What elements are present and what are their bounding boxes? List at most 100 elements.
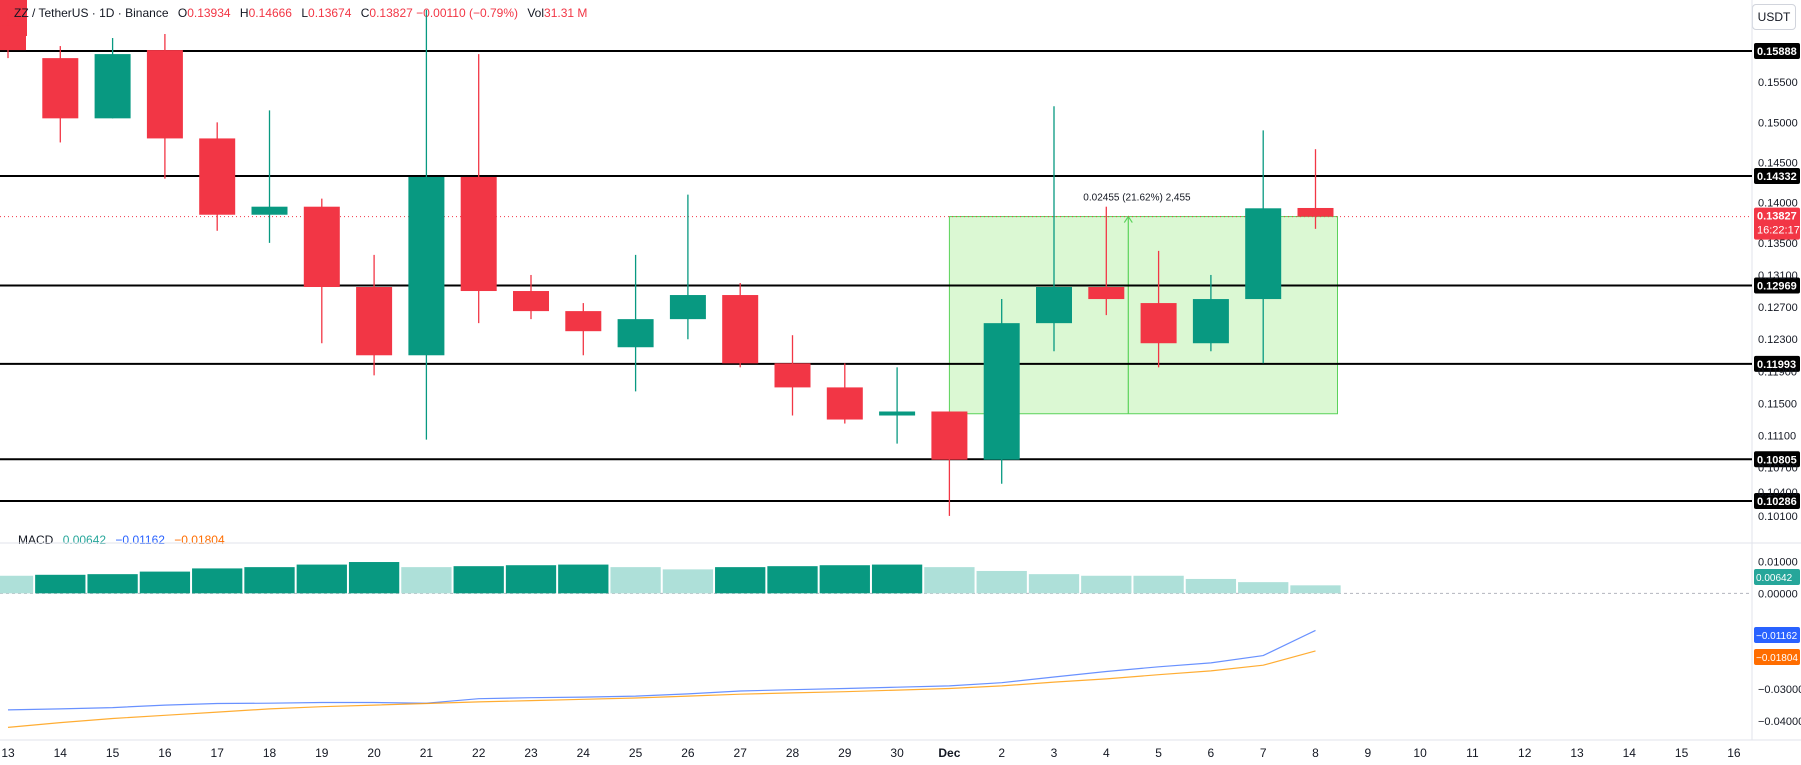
last-price-tag xyxy=(1754,207,1800,240)
candle-body xyxy=(722,295,759,364)
time-axis-label: 9 xyxy=(1364,746,1371,760)
candle-body xyxy=(826,387,863,420)
macd-histogram-bar xyxy=(1290,585,1341,594)
macd-tick-label: −0.04000 xyxy=(1758,716,1801,728)
time-axis-label: 5 xyxy=(1155,746,1162,760)
time-axis-label: 7 xyxy=(1260,746,1267,760)
time-axis-label: 25 xyxy=(629,746,643,760)
time-axis-label: 27 xyxy=(734,746,748,760)
time-axis-label: 21 xyxy=(420,746,434,760)
price-tick-label: 0.11900 xyxy=(1758,366,1797,378)
macd-histogram-bar xyxy=(976,570,1027,594)
time-axis-label: 4 xyxy=(1103,746,1110,760)
candle-body xyxy=(356,287,393,356)
macd-histogram-bar xyxy=(348,562,400,594)
macd-histogram-bar xyxy=(871,564,923,594)
candle-body xyxy=(0,25,26,51)
candle-body xyxy=(1245,208,1282,300)
time-axis-label: 26 xyxy=(681,746,695,760)
macd-signal-tag xyxy=(1754,649,1800,665)
level-tag xyxy=(1754,168,1800,185)
time-axis-label: 13 xyxy=(1570,746,1584,760)
level-tag xyxy=(1754,355,1800,372)
macd-signal-tag-label: −0.01804 xyxy=(1756,653,1798,664)
macd-histogram-bar xyxy=(296,564,347,594)
candle-body xyxy=(1297,207,1334,217)
price-tick-label: 0.11500 xyxy=(1758,398,1797,410)
price-tick-label: 0.14000 xyxy=(1758,198,1798,210)
candle-body xyxy=(983,323,1020,460)
time-axis-label: 2 xyxy=(998,746,1005,760)
volume-label: Vol xyxy=(527,6,545,20)
macd-histogram-bar xyxy=(1028,574,1080,594)
close-label: C xyxy=(360,6,370,20)
macd-histogram-bar xyxy=(139,571,191,594)
time-axis-label: 12 xyxy=(1518,746,1532,760)
time-axis-label: 20 xyxy=(367,746,381,760)
price-tick-label: 0.15500 xyxy=(1758,77,1798,89)
macd-histogram-bar xyxy=(662,569,714,594)
macd-histogram-bar xyxy=(1185,578,1237,594)
low-value: 0.13674 xyxy=(308,6,352,20)
time-axis-label: 24 xyxy=(577,746,591,760)
last-price-value: 0.13827 xyxy=(1757,211,1797,223)
macd-histogram-bar xyxy=(819,565,870,594)
level-tag xyxy=(1754,43,1800,60)
signal-line xyxy=(7,650,1316,728)
price-tick-label: 0.10100 xyxy=(1758,511,1798,523)
macd-histogram-bar xyxy=(35,574,86,594)
candle-body xyxy=(774,363,811,388)
time-axis-label: 16 xyxy=(1727,746,1741,760)
macd-histogram-bar xyxy=(244,567,295,594)
candle-body xyxy=(94,54,131,119)
level-tag xyxy=(1754,492,1800,509)
candle-body xyxy=(669,295,706,320)
macd-histogram-bar xyxy=(715,567,766,594)
time-axis-label: 10 xyxy=(1413,746,1427,760)
level-tag-label: 0.14332 xyxy=(1757,171,1797,183)
time-axis-label: 15 xyxy=(106,746,120,760)
level-tag-label: 0.12969 xyxy=(1757,280,1797,292)
candle-body xyxy=(617,319,654,348)
candle-body xyxy=(879,411,916,416)
time-axis-label: 18 xyxy=(263,746,277,760)
macd-histogram-bar xyxy=(558,564,609,594)
candle-body xyxy=(303,206,340,288)
level-tag xyxy=(1754,277,1800,294)
price-tick-label: 0.12700 xyxy=(1758,302,1798,314)
last-price-countdown: 16:22:17 xyxy=(1757,225,1800,237)
symbol-label[interactable]: ZZ / TetherUS · 1D · Binance xyxy=(14,6,169,20)
price-tick-label: 0.14500 xyxy=(1758,158,1798,170)
time-axis-label: 23 xyxy=(524,746,538,760)
candle-body xyxy=(460,176,497,292)
level-tag-label: 0.10286 xyxy=(1757,496,1797,508)
candle-body xyxy=(408,176,445,356)
macd-hist-tag xyxy=(1754,569,1800,585)
chart-header: ZZ / TetherUS · 1D · Binance O0.13934 H0… xyxy=(14,6,587,20)
candle-body xyxy=(251,206,288,215)
macd-histogram-bar xyxy=(767,566,818,594)
macd-histogram-bar xyxy=(192,568,243,594)
macd-line-tag-label: −0.01162 xyxy=(1756,631,1798,642)
volume-value: 31.31 M xyxy=(544,6,588,20)
candle-body xyxy=(146,50,183,139)
time-axis-label: 22 xyxy=(472,746,486,760)
time-axis-label: 29 xyxy=(838,746,852,760)
macd-histogram-bar xyxy=(87,574,138,594)
price-tick-label: 0.10400 xyxy=(1758,487,1798,499)
macd-line-tag xyxy=(1754,627,1800,643)
open-label: O xyxy=(177,6,188,20)
time-axis-label: 11 xyxy=(1466,746,1479,760)
candle-body xyxy=(1088,287,1125,300)
time-axis-label: 14 xyxy=(1623,746,1637,760)
price-tick-label: 0.10700 xyxy=(1758,463,1798,475)
candle-body xyxy=(1036,287,1072,324)
level-tag-label: 0.10805 xyxy=(1757,454,1797,466)
macd-histogram-bar xyxy=(505,565,557,594)
time-axis-label: 19 xyxy=(315,746,329,760)
candle-body xyxy=(199,138,236,215)
time-axis-label: 30 xyxy=(890,746,904,760)
candle-body xyxy=(1140,303,1177,344)
macd-histogram-bar xyxy=(453,566,504,594)
